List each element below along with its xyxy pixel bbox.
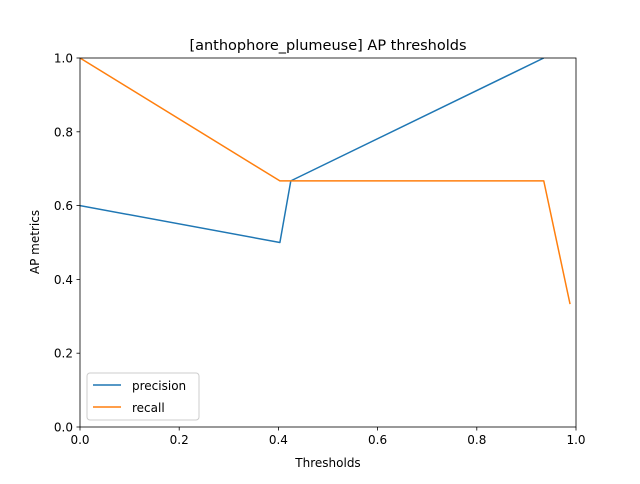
x-tick-label: 0.6	[368, 433, 387, 447]
legend: precision recall	[86, 372, 200, 421]
y-tick-label: 0.4	[54, 273, 73, 287]
series-line-recall	[80, 58, 571, 305]
series-layer	[80, 58, 571, 305]
series-line-precision	[80, 58, 545, 244]
legend-label-precision: precision	[132, 379, 186, 393]
plot-frame	[79, 57, 577, 428]
x-axis-label: Thresholds	[294, 456, 360, 470]
y-tick-label: 0.8	[54, 125, 73, 139]
x-tick-label: 0.4	[269, 433, 288, 447]
chart-title: [anthophore_plumeuse] AP thresholds	[189, 38, 466, 54]
x-tick-label: 1.0	[566, 433, 585, 447]
y-axis-label: AP metrics	[28, 210, 42, 274]
y-tick-label: 0.0	[54, 421, 73, 435]
y-tick-label: 0.2	[54, 347, 73, 361]
legend-label-recall: recall	[132, 401, 165, 415]
y-tick-label: 1.0	[54, 52, 73, 66]
x-tick-label: 0.8	[467, 433, 486, 447]
x-tick-label: 0.0	[70, 433, 89, 447]
y-tick-label: 0.6	[54, 199, 73, 213]
axes-layer: 0.0 0.2 0.4 0.6 0.8 1.0 0.0 0.2 0.4 0.6 0.8 1.0	[54, 52, 586, 448]
x-tick-label: 0.2	[170, 433, 189, 447]
